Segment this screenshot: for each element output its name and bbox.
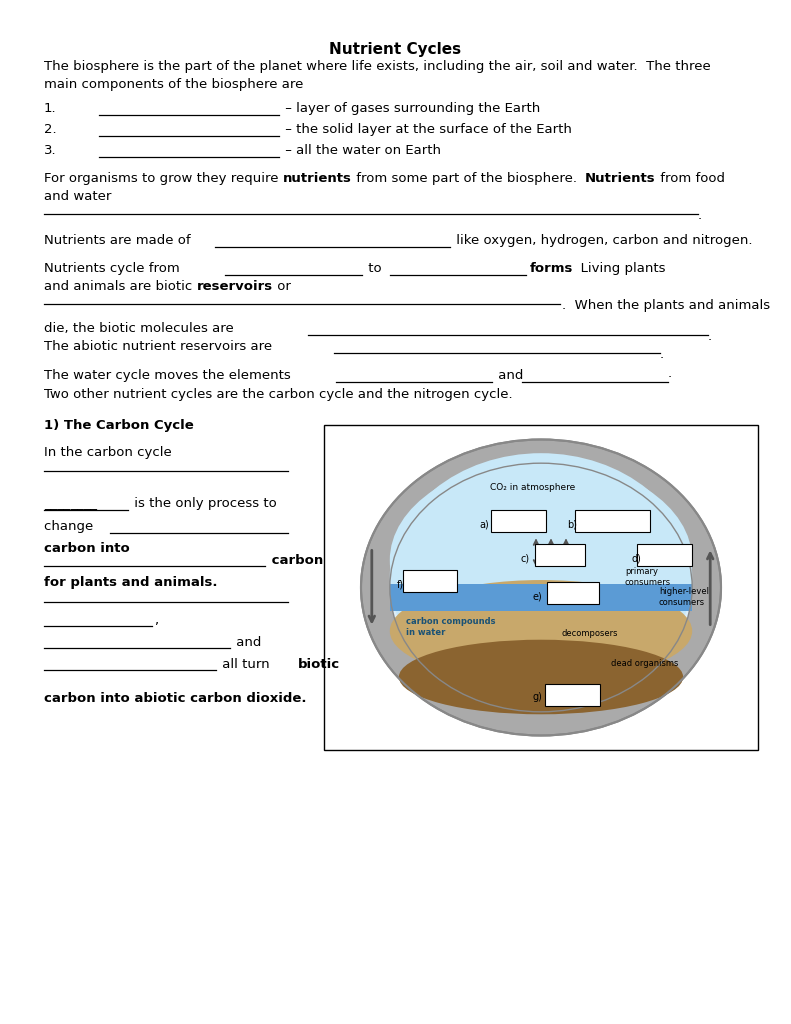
Text: 1) The Carbon Cycle: 1) The Carbon Cycle	[44, 419, 194, 432]
Text: Nutrient Cycles: Nutrient Cycles	[329, 42, 462, 57]
Text: The abiotic nutrient reservoirs are: The abiotic nutrient reservoirs are	[44, 340, 276, 353]
Text: Nutrients are made of: Nutrients are made of	[44, 234, 195, 247]
Text: – the solid layer at the surface of the Earth: – the solid layer at the surface of the …	[281, 123, 572, 136]
Ellipse shape	[361, 439, 721, 735]
Text: main components of the biosphere are: main components of the biosphere are	[44, 78, 304, 91]
Text: Nutrients cycle from: Nutrients cycle from	[44, 262, 184, 275]
Text: .: .	[698, 209, 702, 222]
Bar	[545, 683, 600, 706]
Ellipse shape	[399, 640, 683, 715]
Text: 3.: 3.	[44, 144, 57, 157]
Text: from food: from food	[656, 172, 725, 185]
Bar	[637, 544, 692, 565]
Text: and animals are biotic: and animals are biotic	[44, 280, 196, 293]
Text: 1.: 1.	[44, 102, 57, 115]
Text: a): a)	[479, 519, 489, 529]
Text: ________: ________	[44, 497, 97, 510]
Text: forms: forms	[530, 262, 573, 275]
Text: and: and	[232, 636, 261, 649]
Text: The water cycle moves the elements: The water cycle moves the elements	[44, 369, 295, 382]
Text: and: and	[494, 369, 528, 382]
Text: d): d)	[631, 554, 641, 563]
Text: .  Living plants: . Living plants	[568, 262, 665, 275]
Text: die, the biotic molecules are: die, the biotic molecules are	[44, 322, 238, 335]
Text: .: .	[668, 367, 672, 380]
Text: Two other nutrient cycles are the carbon cycle and the nitrogen cycle.: Two other nutrient cycles are the carbon…	[44, 388, 513, 401]
Text: carbon compounds
in water: carbon compounds in water	[406, 617, 495, 637]
Text: and water: and water	[44, 190, 112, 203]
Text: reservoirs: reservoirs	[196, 280, 273, 293]
Bar	[547, 582, 599, 603]
Text: c): c)	[521, 554, 530, 563]
Text: f): f)	[397, 580, 404, 590]
Text: is the only process to: is the only process to	[130, 497, 277, 510]
Text: to: to	[364, 262, 386, 275]
Text: carbon into: carbon into	[44, 542, 130, 555]
Text: Nutrients: Nutrients	[585, 172, 656, 185]
Text: – all the water on Earth: – all the water on Earth	[281, 144, 441, 157]
Text: all turn: all turn	[218, 658, 274, 671]
Bar	[575, 510, 650, 531]
Text: from some part of the biosphere.: from some part of the biosphere.	[352, 172, 585, 185]
Ellipse shape	[390, 580, 692, 682]
Bar	[390, 584, 692, 611]
Text: carbon into abiotic carbon dioxide.: carbon into abiotic carbon dioxide.	[44, 692, 306, 705]
Text: .: .	[708, 330, 712, 343]
Text: decomposers: decomposers	[561, 630, 618, 639]
Text: b): b)	[567, 519, 577, 529]
Text: CO₂ in atmosphere: CO₂ in atmosphere	[490, 483, 576, 493]
Text: biotic: biotic	[298, 658, 340, 671]
Text: .  When the plants and animals: . When the plants and animals	[562, 299, 770, 312]
Text: The biosphere is the part of the planet where life exists, including the air, so: The biosphere is the part of the planet …	[44, 60, 711, 73]
Bar	[403, 569, 457, 592]
Ellipse shape	[390, 454, 692, 701]
Ellipse shape	[390, 461, 692, 659]
Bar	[324, 425, 758, 750]
Ellipse shape	[390, 463, 692, 712]
Text: primary
consumers: primary consumers	[625, 567, 671, 587]
Text: nutrients: nutrients	[282, 172, 352, 185]
Text: – layer of gases surrounding the Earth: – layer of gases surrounding the Earth	[281, 102, 540, 115]
Text: dead organisms: dead organisms	[611, 659, 679, 669]
Text: g): g)	[533, 692, 543, 702]
Text: carbon: carbon	[267, 554, 324, 567]
Text: higher-level
consumers: higher-level consumers	[659, 588, 709, 607]
Text: like oxygen, hydrogen, carbon and nitrogen.: like oxygen, hydrogen, carbon and nitrog…	[452, 234, 752, 247]
Text: for plants and animals.: for plants and animals.	[44, 575, 218, 589]
Text: .: .	[660, 348, 664, 361]
Text: 2.: 2.	[44, 123, 57, 136]
Bar	[535, 544, 585, 565]
Text: e): e)	[533, 592, 543, 601]
Text: For organisms to grow they require: For organisms to grow they require	[44, 172, 282, 185]
Text: or: or	[273, 280, 290, 293]
Text: In the carbon cycle: In the carbon cycle	[44, 446, 172, 459]
Text: ,: ,	[154, 614, 158, 627]
Text: change: change	[44, 520, 97, 534]
Bar	[491, 510, 546, 531]
